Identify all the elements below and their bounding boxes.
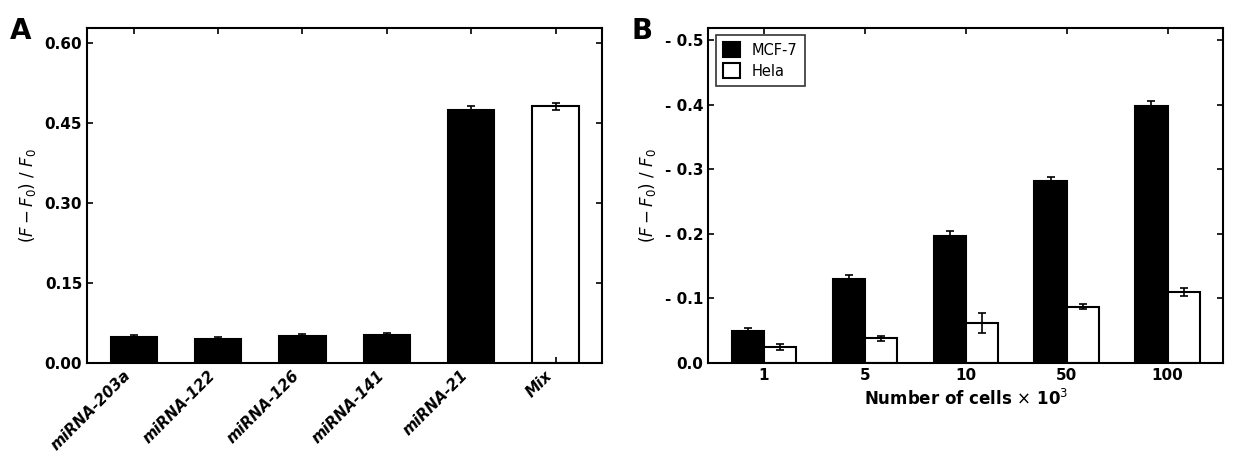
Y-axis label: $(F-F_0)$ / $F_0$: $(F-F_0)$ / $F_0$ [637, 148, 658, 243]
Bar [1034, 181, 1066, 363]
Bar [732, 331, 764, 363]
Bar [195, 339, 242, 363]
Bar [1066, 307, 1099, 363]
X-axis label: Number of cells $\times$ 10$^3$: Number of cells $\times$ 10$^3$ [863, 388, 1068, 408]
Y-axis label: $(F-F_0)$ / $F_0$: $(F-F_0)$ / $F_0$ [16, 148, 37, 243]
Bar [966, 323, 998, 363]
Bar [934, 236, 966, 363]
Text: B: B [631, 17, 652, 46]
Bar [866, 338, 898, 363]
Legend: MCF-7, Hela: MCF-7, Hela [715, 35, 805, 86]
Bar [832, 279, 866, 363]
Text: A: A [10, 17, 31, 46]
Bar [279, 337, 326, 363]
Bar [110, 337, 157, 363]
Bar [448, 110, 495, 363]
Bar [363, 335, 410, 363]
Bar [1136, 106, 1168, 363]
Bar [764, 347, 796, 363]
Bar [532, 106, 579, 363]
Bar [1168, 292, 1200, 363]
